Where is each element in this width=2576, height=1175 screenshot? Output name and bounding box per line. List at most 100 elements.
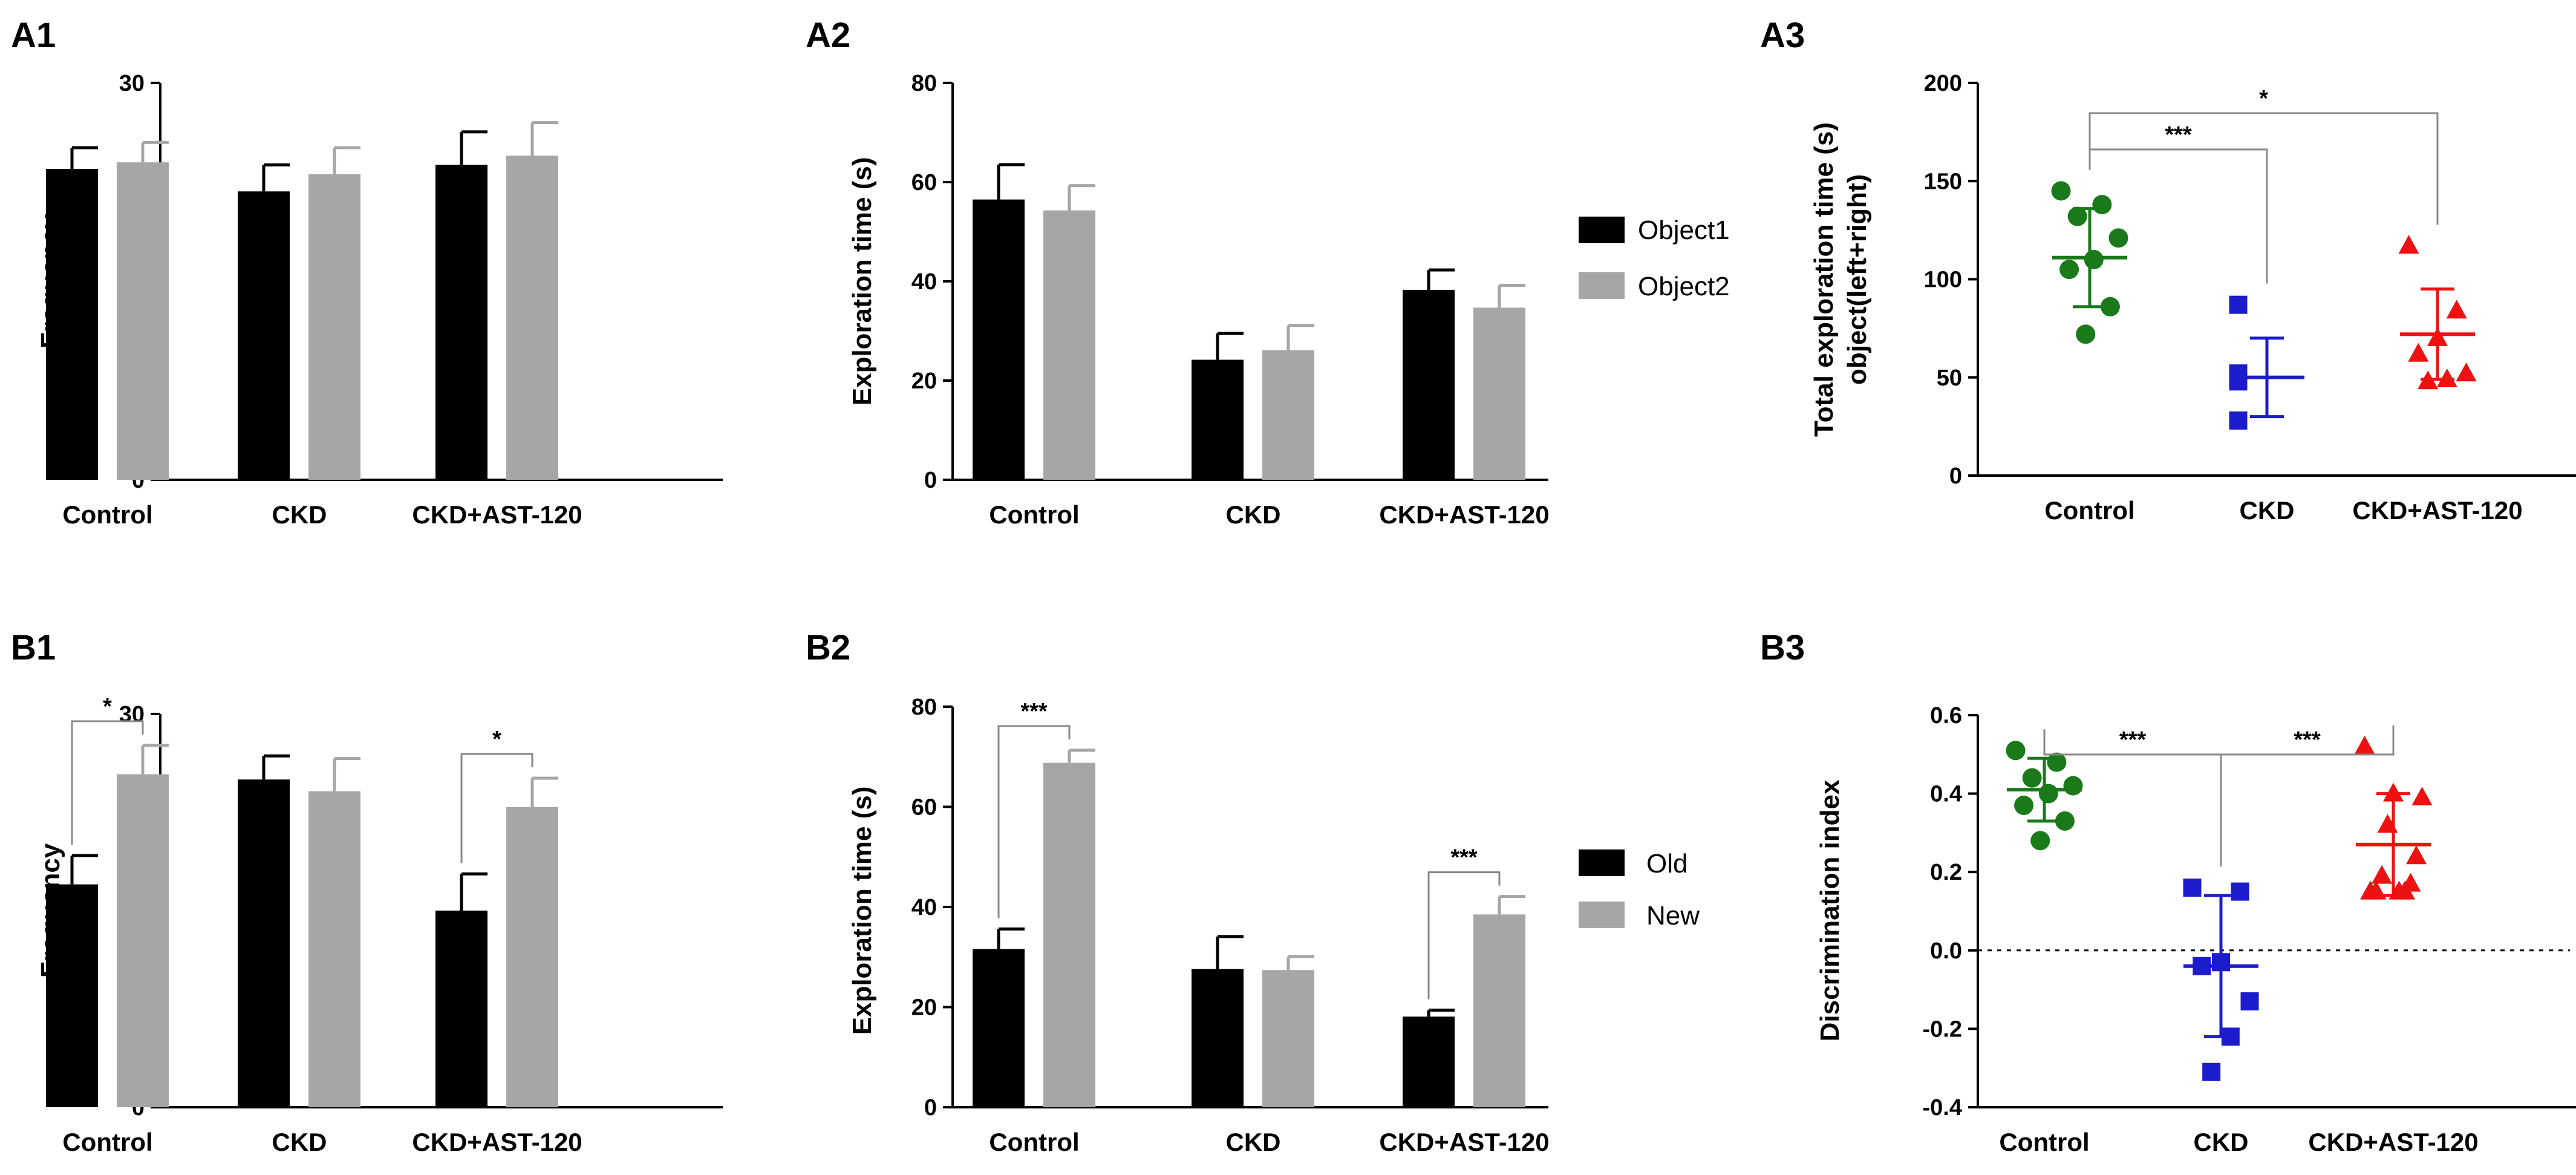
x-category-label-ckd-b1: CKD — [272, 1128, 327, 1156]
data-point-ckd-b3 — [2231, 882, 2249, 901]
chart-b2-exploration-time: 0 20 40 60 80 Control CKD CKD+AST-120 Exploratio… — [847, 695, 1550, 1156]
legend-swatch-old — [1579, 849, 1625, 876]
data-point-control-b3 — [2063, 776, 2083, 796]
data-point-control-a3 — [2084, 250, 2104, 270]
legend-label-new: New — [1646, 901, 1700, 931]
x-category-label-ckd-a1: CKD — [272, 500, 327, 529]
panel-label-a1: A1 — [11, 16, 56, 55]
legend-swatch-object2 — [1579, 272, 1625, 299]
x-category-label-ckd-a3: CKD — [2240, 496, 2295, 525]
y-tick-label-b2: 60 — [911, 795, 937, 820]
bar-new-ckd-ast-120-b2 — [1473, 914, 1525, 1107]
significance-label-control-b2: *** — [1020, 699, 1048, 724]
bar-object2-ckd-ast-120-a2 — [1473, 307, 1525, 480]
y-axis-title-a2: Exploration time (s) — [847, 157, 877, 406]
y-tick-label-a3: 50 — [1937, 365, 1962, 391]
y-axis-title-line2-a3: object(left+right) — [1842, 174, 1872, 385]
legend-swatch-new — [1579, 902, 1625, 928]
bar-object2-ckd-a2 — [1262, 350, 1314, 480]
data-point-control-b3 — [2006, 741, 2026, 761]
x-category-label-ckd-b3: CKD — [2194, 1128, 2249, 1156]
x-category-label-control-a3: Control — [2044, 496, 2134, 525]
legend-label-object2: Object2 — [1638, 272, 1730, 301]
y-tick-label-b3: -0.4 — [1923, 1095, 1962, 1121]
bar-new-ckd-ast-120-b1 — [506, 807, 558, 1107]
bar-new-ckd-b1 — [308, 791, 360, 1107]
y-tick-label-b2: 0 — [924, 1095, 937, 1121]
y-axis-title-b2: Exploration time (s) — [847, 787, 877, 1035]
y-tick-label-a3: 200 — [1924, 71, 1962, 96]
legend-top: Object1 Object2 — [1579, 215, 1730, 301]
data-point-control-a3 — [2051, 181, 2071, 201]
data-point-ckd-b3 — [2202, 1062, 2221, 1081]
bar-old-ckd-b2 — [1192, 969, 1244, 1107]
legend-label-object1: Object1 — [1638, 215, 1730, 245]
x-category-label-ckd-ast-120-b2: CKD+AST-120 — [1379, 1128, 1549, 1156]
significance-bracket-control-vs-ckd-ast-120-a3 — [2089, 112, 2439, 225]
bar-new-control-b1 — [117, 774, 169, 1107]
significance-label-control-vs-ckd-a3: *** — [2165, 122, 2192, 148]
y-tick-label-a2: 80 — [911, 71, 937, 96]
bar-object2-control-a2 — [1043, 210, 1095, 480]
data-point-control-b3 — [2038, 784, 2058, 804]
bar-old-ckd-b1 — [238, 779, 290, 1107]
x-category-label-ckd-ast-120-a1: CKD+AST-120 — [412, 500, 582, 529]
data-point-control-b3 — [2055, 811, 2075, 831]
y-tick-label-b3: -0.2 — [1923, 1016, 1962, 1042]
panel-label-a2: A2 — [806, 16, 850, 55]
data-point-control-b3 — [2014, 796, 2034, 816]
chart-a1-frequency: 0102030ControlCKDCKD+AST-120Frequency — [36, 71, 723, 529]
significance-bracket-control-vs-ckd-a3 — [2089, 148, 2268, 284]
y-tick-label-b3: 0.6 — [1930, 703, 1962, 728]
y-tick-label-a2: 40 — [911, 269, 937, 295]
significance-bracket-ckd-ast-120-b2 — [1427, 871, 1501, 1000]
significance-label-control-b1: * — [103, 694, 112, 719]
data-point-ckd-ast-120-a3 — [2398, 235, 2419, 254]
data-point-ckd-ast-120-b3 — [2406, 845, 2427, 865]
data-point-ckd-ast-120-a3 — [2446, 299, 2467, 319]
x-category-label-ckd-a2: CKD — [1226, 500, 1281, 529]
significance-bracket-ckd-ast-120-b1 — [460, 753, 533, 863]
x-category-label-ckd-ast-120-b1: CKD+AST-120 — [412, 1128, 582, 1156]
y-tick-label-a3: 100 — [1924, 267, 1962, 293]
bar-object2-control-a1 — [117, 162, 169, 480]
data-point-ckd-ast-120-b3 — [2411, 787, 2433, 806]
y-axis-title-line1-a3: Total exploration time (s) — [1809, 122, 1839, 437]
data-point-control-a3 — [2092, 195, 2112, 215]
significance-label-control-vs-ckd-ast-120-a3: * — [2259, 86, 2268, 111]
x-category-label-control-a2: Control — [989, 500, 1079, 529]
data-point-control-a3 — [2059, 260, 2079, 280]
legend-bottom: Old New — [1579, 849, 1700, 931]
y-tick-label-b3: 0.2 — [1930, 860, 1962, 885]
data-point-ckd-b3 — [2240, 992, 2259, 1011]
y-tick-label-a3: 0 — [1949, 463, 1962, 489]
data-point-ckd-a3 — [2229, 411, 2248, 430]
significance-bracket-control-b1 — [71, 720, 144, 845]
bar-object1-ckd-ast-120-a1 — [435, 165, 487, 480]
data-point-ckd-a3 — [2229, 372, 2248, 391]
data-point-ckd-ast-120-a3 — [2408, 342, 2429, 362]
y-tick-label-a3: 150 — [1924, 169, 1962, 194]
data-point-control-a3 — [2076, 324, 2096, 344]
chart-b1-frequency: 0102030ControlCKDCKD+AST-120Frequency** — [36, 694, 723, 1156]
significance-label-ckd-vs-ckd-ast-120-b3: *** — [2294, 727, 2321, 753]
data-point-ckd-ast-120-b3 — [2360, 880, 2381, 900]
data-point-control-a3 — [2108, 228, 2128, 248]
bar-object1-control-a1 — [46, 169, 98, 480]
panel-label-b2: B2 — [806, 628, 850, 667]
bar-new-ckd-b2 — [1262, 970, 1314, 1107]
y-tick-label-b2: 40 — [911, 895, 937, 920]
significance-bracket-ckd-vs-ckd-ast-120-b3 — [2220, 725, 2395, 867]
bar-old-control-b1 — [46, 884, 98, 1107]
y-tick-label-a2: 60 — [911, 170, 937, 195]
data-point-control-a3 — [2100, 296, 2120, 316]
data-point-control-b3 — [2022, 768, 2042, 788]
y-tick-label-a1: 30 — [119, 71, 145, 96]
bar-old-ckd-ast-120-b2 — [1403, 1016, 1455, 1107]
x-category-label-ckd-b2: CKD — [1226, 1128, 1281, 1156]
chart-a3-total-exploration: 0 50 100 150 200 Control CKD CKD+AST-120 Total e… — [1809, 71, 2576, 525]
bar-new-control-b2 — [1043, 762, 1095, 1107]
chart-b3-discrimination-index: -0.4 -0.2 0.0 0.2 0.4 0.6 Control CKD CKD+AST-12… — [1815, 703, 2576, 1156]
data-point-ckd-a3 — [2229, 295, 2248, 314]
